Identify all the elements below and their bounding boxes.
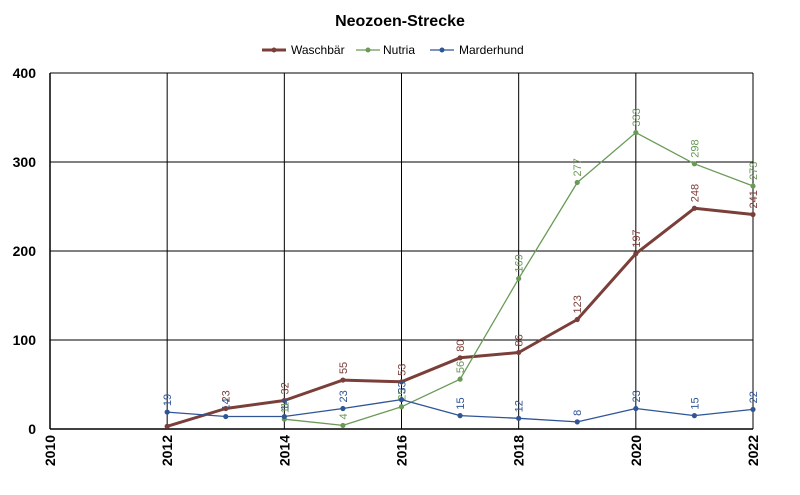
data-point	[223, 405, 229, 412]
data-label: 23	[338, 390, 350, 402]
data-point	[340, 422, 346, 429]
data-point	[398, 379, 405, 385]
y-tick-label: 0	[28, 421, 36, 437]
legend-label: Waschbär	[291, 43, 345, 57]
data-point	[691, 161, 698, 167]
y-tick-label: 200	[13, 243, 37, 259]
x-tick-label: 2014	[276, 435, 292, 466]
y-axis-ticks: 0 100 200 300 400	[13, 65, 37, 437]
data-point	[691, 413, 698, 419]
data-label: 11	[279, 402, 291, 413]
legend-marker	[365, 47, 371, 53]
data-label: 14	[279, 398, 291, 410]
gridlines	[49, 72, 754, 430]
legend-item: Waschbär	[262, 43, 345, 57]
x-tick-label: 2010	[42, 435, 58, 466]
data-label: 15	[455, 397, 467, 409]
legend-item: Marderhund	[430, 43, 524, 57]
data-label: 14	[221, 398, 233, 410]
data-label: 333	[631, 108, 643, 126]
data-point	[281, 397, 287, 404]
data-label: 23	[631, 390, 643, 402]
legend-marker	[439, 47, 445, 53]
data-point	[398, 397, 405, 403]
data-label: 197	[631, 229, 643, 247]
axes	[49, 73, 753, 430]
data-point	[457, 355, 463, 361]
data-label: 86	[514, 334, 526, 346]
data-label: 8	[572, 410, 584, 416]
legend-item: Nutria	[356, 43, 415, 57]
data-label: 23	[221, 390, 233, 402]
data-label: 277	[572, 158, 584, 176]
data-point	[574, 316, 580, 323]
x-tick-label: 2012	[159, 435, 175, 466]
data-label: 55	[338, 362, 350, 374]
x-axis-ticks: 2010 2012 2014 2016 2018 2020 2022	[42, 435, 761, 466]
data-point	[281, 413, 287, 420]
data-label: 241	[748, 190, 760, 208]
data-label: 22	[748, 391, 760, 403]
x-tick-label: 2020	[628, 435, 644, 466]
data-label: 80	[455, 340, 467, 352]
data-point	[398, 404, 405, 410]
series: 23 32 55 53 80 86 123 197 248 241	[164, 184, 760, 429]
data-label: 123	[572, 295, 584, 313]
data-label: 248	[689, 184, 701, 202]
legend: Waschbär Nutria Marderhund	[262, 43, 524, 57]
data-point	[516, 349, 522, 356]
data-label: 32	[279, 382, 291, 394]
series: 11 4 25 56 169 277 333 298 273	[279, 108, 760, 429]
data-label: 15	[689, 397, 701, 409]
data-label: 12	[514, 400, 526, 412]
chart-title: Neozoen-Strecke	[335, 13, 465, 30]
data-point	[633, 405, 639, 412]
data-point	[750, 211, 756, 218]
data-label: 56	[455, 361, 467, 373]
data-point	[750, 183, 756, 189]
legend-label: Nutria	[383, 43, 415, 57]
x-tick-label: 2018	[511, 435, 527, 466]
data-label: 53	[397, 364, 409, 376]
data-point	[164, 423, 170, 429]
data-point	[340, 377, 346, 383]
data-point	[750, 406, 756, 413]
data-point	[340, 405, 346, 412]
legend-marker	[271, 47, 277, 53]
y-tick-label: 300	[13, 154, 37, 170]
data-point	[574, 179, 580, 186]
data-point	[164, 409, 170, 415]
x-tick-label: 2016	[394, 435, 410, 466]
data-point	[223, 413, 229, 420]
y-tick-label: 100	[13, 332, 37, 348]
series-line	[166, 206, 754, 428]
data-label: 273	[748, 162, 760, 180]
data-point	[574, 419, 580, 425]
data-label: 298	[689, 139, 701, 157]
legend-label: Marderhund	[459, 43, 524, 57]
data-label: 169	[514, 254, 526, 272]
data-point	[457, 413, 463, 419]
data-label: 33	[397, 381, 409, 393]
x-tick-label: 2022	[745, 435, 761, 466]
data-point	[691, 205, 698, 211]
data-point	[633, 130, 639, 136]
data-point	[633, 251, 639, 257]
y-tick-label: 400	[13, 65, 37, 81]
data-point	[516, 275, 522, 282]
data-point	[516, 415, 522, 421]
data-label: 25	[397, 389, 409, 401]
data-point	[457, 376, 463, 382]
data-label: 19	[162, 394, 174, 406]
data-label: 4	[338, 413, 350, 419]
